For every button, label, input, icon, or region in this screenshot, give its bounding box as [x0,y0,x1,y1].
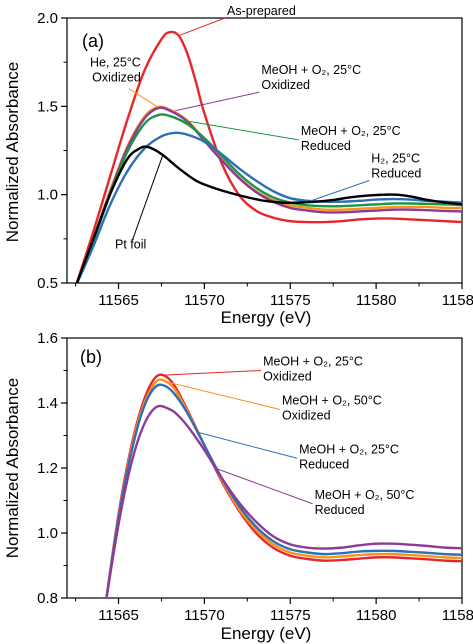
panel-a-series [75,30,462,283]
x-tick-label: 11585 [442,292,473,309]
series-line-h2-25-c-reduced [75,131,462,283]
x-tick-label: 11585 [442,607,473,624]
annotation-label: Oxidized [261,78,310,92]
series-line-meoh-o2-25-c-reduced [75,113,462,283]
panel-b: (b) 11565 11570 11575 11580 11585 0.8 1.0 1.2 1.… [3,330,473,643]
annotation-label: Oxidized [92,71,141,85]
x-tick-label: 11570 [184,292,225,309]
x-tick-label: 11570 [184,607,225,624]
y-tick-label: 1.4 [37,395,58,412]
x-tick-label: 11565 [98,292,139,309]
y-tick-label: 0.8 [37,590,58,607]
y-tick-label: 1.5 [37,98,58,115]
x-tick-label: 11580 [356,292,397,309]
panel-b-ylabel: Normalized Absorbance [3,378,22,558]
annotation-leader [157,370,262,376]
x-tick-label: 11580 [356,607,397,624]
annotation-leader [178,17,226,37]
annotation-label: MeOH + O₂, 25°C [261,63,361,77]
annotation-label: MeOH + O₂, 50°C [315,488,415,502]
annotation-leader [214,467,313,505]
panel-b-label: (b) [80,347,102,367]
panel-a-ylabel: Normalized Absorbance [3,62,22,242]
annotation-label: He, 25°C [90,56,141,70]
panel-a: (a) 11565 11570 11575 11580 11585 0.5 1.0 1.5 2.… [3,4,473,327]
annotation-label: MeOH + O₂, 50°C [282,394,382,408]
annotation-label: Oxidized [282,409,331,423]
annotation-label: MeOH + O₂, 25°C [301,124,401,138]
series-line-meoh-o2-25-c-oxidized [75,106,462,283]
annotation-label: MeOH + O₂, 25°C [299,442,399,456]
series-line-meoh-o2-25-c-reduced [105,383,462,598]
y-tick-label: 1.6 [37,330,58,347]
annotation-label: MeOH + O₂, 25°C [263,355,363,369]
panel-a-label: (a) [82,31,104,51]
annotation-label: Pt foil [115,238,146,252]
annotation-label: Reduced [315,503,365,517]
y-tick-label: 0.5 [37,275,58,292]
panel-b-xlabel: Energy (eV) [221,624,312,643]
series-line-as-prepared [75,30,462,283]
annotation-label: Oxidized [263,370,312,384]
annotation-label: Reduced [371,167,421,181]
series-line-meoh-o2-50-c-reduced [105,404,462,598]
panel-a-xlabel: Energy (eV) [221,308,312,327]
panel-b-axes: 11565 11570 11575 11580 11585 0.8 1.0 1.2 1.4 1.6 [37,330,473,624]
y-tick-label: 1.0 [37,525,58,542]
annotation-leader [128,88,159,108]
panel-a-axes: 11565 11570 11575 11580 11585 0.5 1.0 1.5 2.0 [37,10,473,309]
annotation-label: As-prepared [227,4,296,18]
annotation-label: Reduced [301,139,351,153]
annotation-label: Reduced [299,457,349,471]
annotation-leader [175,91,260,112]
x-tick-label: 11565 [98,607,139,624]
y-tick-label: 2.0 [37,10,58,27]
panel-b-series [105,373,462,598]
y-tick-label: 1.2 [37,460,58,477]
y-tick-label: 1.0 [37,187,58,204]
annotation-leader [197,431,298,459]
x-tick-label: 11575 [270,607,311,624]
annotation-leader [131,153,164,241]
annotation-leader [310,180,370,202]
annotation-leader [183,119,299,141]
series-line-pt-foil [75,145,462,283]
annotation-label: H₂, 25°C [371,152,420,166]
annotation-leader [166,381,281,410]
x-tick-label: 11575 [270,292,311,309]
